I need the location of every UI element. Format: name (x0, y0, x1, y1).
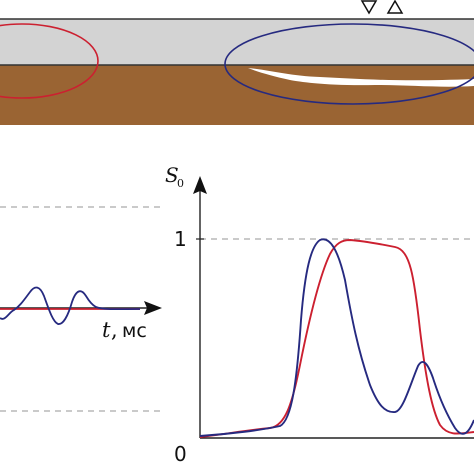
y-axis-symbol: S (165, 163, 179, 187)
x-axis-comma: , (111, 318, 118, 342)
left-plot: t , мс (0, 206, 162, 412)
blue-envelope-curve (199, 238, 474, 437)
right-y-axis-arrowhead (193, 176, 207, 194)
blue-trace-left (0, 286, 141, 325)
right-plot: S 0 1 0 (165, 163, 474, 466)
soil-layer (0, 65, 474, 125)
red-ellipse-marker (0, 23, 99, 99)
source-triangle-up-icon (386, 0, 404, 14)
x-axis-label: t (102, 318, 111, 342)
schematic (0, 0, 474, 125)
y-axis-subscript: 0 (177, 177, 184, 190)
receiver-triangle-down-icon (360, 0, 378, 15)
blue-ellipse-marker (224, 23, 474, 105)
tick-label-one: 1 (174, 227, 187, 251)
x-axis-unit: мс (122, 320, 147, 342)
red-envelope-curve (199, 239, 474, 438)
delamination-void (248, 68, 474, 87)
tick-label-zero: 0 (174, 442, 187, 466)
left-x-axis-arrowhead (144, 301, 162, 315)
plate-layer (0, 19, 474, 65)
